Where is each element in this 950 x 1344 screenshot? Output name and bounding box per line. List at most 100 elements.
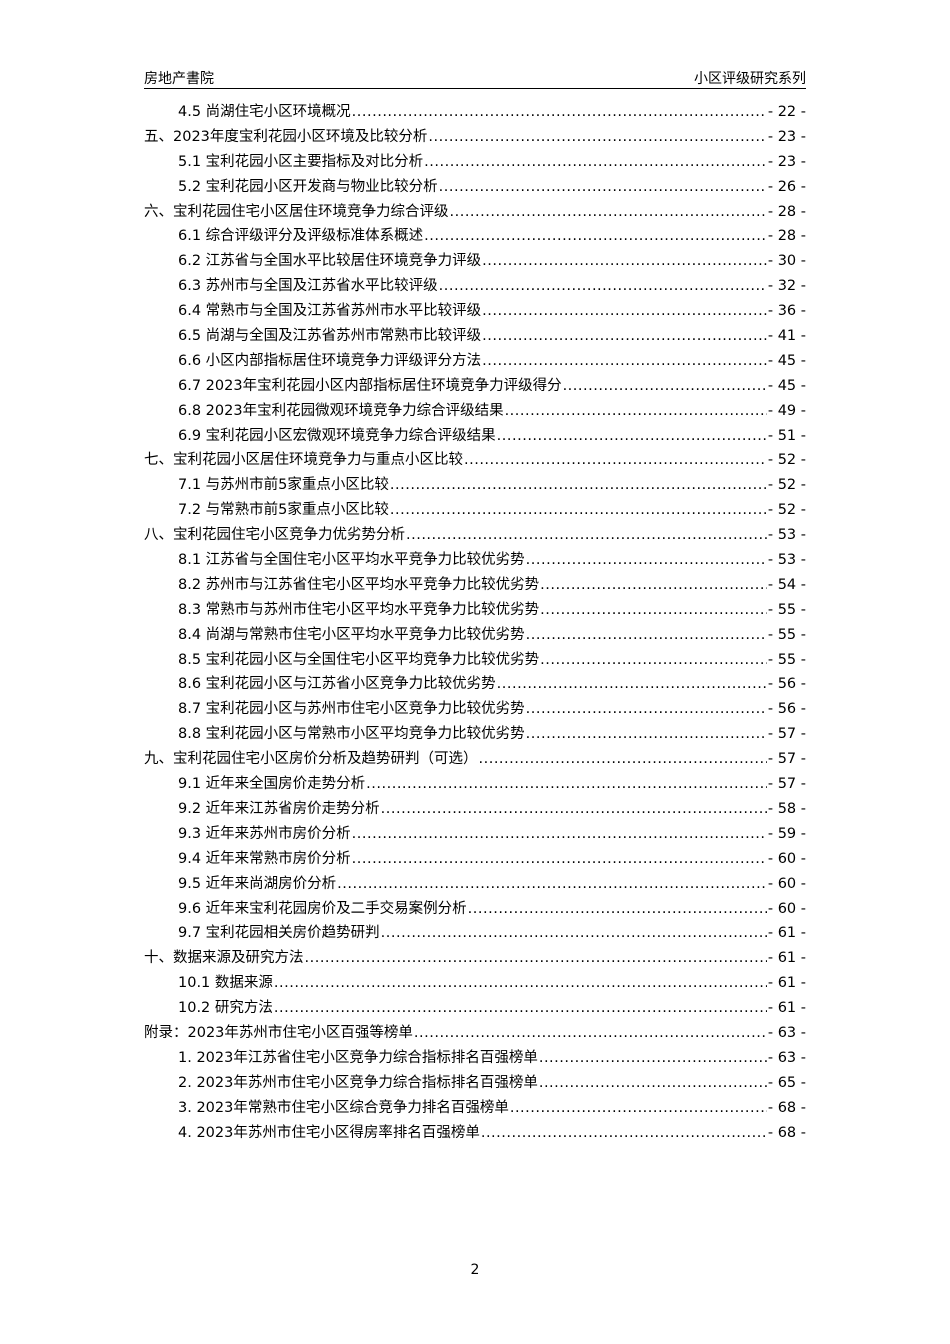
toc-entry[interactable]: 五、2023年度宝利花园小区环境及比较分析 - 23 - <box>144 125 806 150</box>
toc-entry-page: - 63 - <box>767 1024 806 1041</box>
toc-entry-page: - 51 - <box>767 427 806 444</box>
toc-entry-page: - 68 - <box>767 1124 806 1141</box>
toc-entry[interactable]: 8.3 常熟市与苏州市住宅小区平均水平竞争力比较优劣势 - 55 - <box>144 598 806 623</box>
toc-entry-title: 10.2 研究方法 <box>178 1000 273 1017</box>
toc-entry[interactable]: 6.3 苏州市与全国及江苏省水平比较评级 - 32 - <box>144 274 806 299</box>
toc-entry[interactable]: 附录：2023年苏州市住宅小区百强等榜单 - 63 - <box>144 1021 806 1046</box>
header-right: 小区评级研究系列 <box>694 71 806 87</box>
toc-dot-leader <box>539 1046 767 1071</box>
toc-entry[interactable]: 8.7 宝利花园小区与苏州市住宅小区竞争力比较优劣势 - 56 - <box>144 697 806 722</box>
toc-entry-page: - 36 - <box>767 303 806 320</box>
toc-dot-leader <box>563 374 767 399</box>
toc-dot-leader <box>414 1021 767 1046</box>
toc-entry[interactable]: 4. 2023年苏州市住宅小区得房率排名百强榜单 - 68 - <box>144 1121 806 1146</box>
toc-entry[interactable]: 5.1 宝利花园小区主要指标及对比分析 - 23 - <box>144 150 806 175</box>
toc-entry[interactable]: 5.2 宝利花园小区开发商与物业比较分析 - 26 - <box>144 175 806 200</box>
header-left: 房地产書院 <box>144 71 214 87</box>
toc-entry[interactable]: 9.3 近年来苏州市房价分析 - 59 - <box>144 822 806 847</box>
toc-entry-page: - 56 - <box>767 676 806 693</box>
toc-entry[interactable]: 3. 2023年常熟市住宅小区综合竞争力排名百强榜单 - 68 - <box>144 1096 806 1121</box>
toc-dot-leader <box>352 822 767 847</box>
toc-dot-leader <box>439 175 767 200</box>
toc-dot-leader <box>505 399 767 424</box>
toc-entry[interactable]: 9.5 近年来尚湖房价分析 - 60 - <box>144 872 806 897</box>
toc-entry[interactable]: 8.8 宝利花园小区与常熟市小区平均竞争力比较优劣势 - 57 - <box>144 722 806 747</box>
toc-entry-page: - 41 - <box>767 328 806 345</box>
toc-entry-title: 9.7 宝利花园相关房价趋势研判 <box>178 925 380 942</box>
toc-entry-page: - 52 - <box>767 452 806 469</box>
toc-entry[interactable]: 6.1 综合评级评分及评级标准体系概述 - 28 - <box>144 224 806 249</box>
toc-entry-page: - 55 - <box>767 651 806 668</box>
toc-entry[interactable]: 六、宝利花园住宅小区居住环境竞争力综合评级 - 28 - <box>144 200 806 225</box>
toc-entry-title: 八、宝利花园住宅小区竞争力优劣势分析 <box>144 527 405 544</box>
toc-entry-page: - 61 - <box>767 975 806 992</box>
toc-entry-page: - 61 - <box>767 950 806 967</box>
toc-entry[interactable]: 6.7 2023年宝利花园小区内部指标居住环境竞争力评级得分 - 45 - <box>144 374 806 399</box>
toc-entry-page: - 61 - <box>767 1000 806 1017</box>
toc-dot-leader <box>526 697 767 722</box>
toc-entry-title: 8.7 宝利花园小区与苏州市住宅小区竞争力比较优劣势 <box>178 701 525 718</box>
toc-entry-title: 9.3 近年来苏州市房价分析 <box>178 825 351 842</box>
toc-entry-title: 2. 2023年苏州市住宅小区竞争力综合指标排名百强榜单 <box>178 1074 538 1091</box>
toc-entry[interactable]: 6.9 宝利花园小区宏微观环境竞争力综合评级结果 - 51 - <box>144 424 806 449</box>
toc-entry[interactable]: 9.1 近年来全国房价走势分析 - 57 - <box>144 772 806 797</box>
toc-entry-title: 6.5 尚湖与全国及江苏省苏州市常熟市比较评级 <box>178 328 482 345</box>
toc-dot-leader <box>497 424 767 449</box>
toc-entry[interactable]: 6.4 常熟市与全国及江苏省苏州市水平比较评级 - 36 - <box>144 299 806 324</box>
toc-entry[interactable]: 九、宝利花园住宅小区房价分析及趋势研判（可选） - 57 - <box>144 747 806 772</box>
toc-entry[interactable]: 2. 2023年苏州市住宅小区竞争力综合指标排名百强榜单 - 65 - <box>144 1071 806 1096</box>
toc-entry-page: - 57 - <box>767 726 806 743</box>
toc-dot-leader <box>390 498 767 523</box>
toc-entry[interactable]: 9.2 近年来江苏省房价走势分析 - 58 - <box>144 797 806 822</box>
toc-entry-page: - 54 - <box>767 576 806 593</box>
toc-entry[interactable]: 6.6 小区内部指标居住环境竞争力评级评分方法 - 45 - <box>144 349 806 374</box>
toc-entry-title: 6.4 常熟市与全国及江苏省苏州市水平比较评级 <box>178 303 482 320</box>
toc-entry[interactable]: 8.6 宝利花园小区与江苏省小区竞争力比较优劣势 - 56 - <box>144 672 806 697</box>
toc-entry[interactable]: 8.2 苏州市与江苏省住宅小区平均水平竞争力比较优劣势 - 54 - <box>144 573 806 598</box>
toc-entry-page: - 53 - <box>767 552 806 569</box>
toc-entry[interactable]: 6.5 尚湖与全国及江苏省苏州市常熟市比较评级 - 41 - <box>144 324 806 349</box>
toc-entry-title: 3. 2023年常熟市住宅小区综合竞争力排名百强榜单 <box>178 1099 509 1116</box>
toc-dot-leader <box>428 125 766 150</box>
toc-entry[interactable]: 6.2 江苏省与全国水平比较居住环境竞争力评级 - 30 - <box>144 249 806 274</box>
toc-dot-leader <box>305 946 767 971</box>
toc-entry-page: - 61 - <box>767 925 806 942</box>
toc-entry-title: 8.1 江苏省与全国住宅小区平均水平竞争力比较优劣势 <box>178 552 525 569</box>
toc-dot-leader <box>539 1071 767 1096</box>
toc-entry-title: 9.2 近年来江苏省房价走势分析 <box>178 800 380 817</box>
toc-entry-title: 9.1 近年来全国房价走势分析 <box>178 776 366 793</box>
toc-entry[interactable]: 8.1 江苏省与全国住宅小区平均水平竞争力比较优劣势 - 53 - <box>144 548 806 573</box>
toc-entry[interactable]: 7.2 与常熟市前5家重点小区比较 - 52 - <box>144 498 806 523</box>
toc-dot-leader <box>497 672 767 697</box>
toc-entry-page: - 57 - <box>767 776 806 793</box>
toc-entry-title: 4.5 尚湖住宅小区环境概况 <box>178 104 351 120</box>
toc-entry-page: - 23 - <box>767 153 806 170</box>
toc-entry[interactable]: 8.5 宝利花园小区与全国住宅小区平均竞争力比较优劣势 - 55 - <box>144 648 806 673</box>
toc-entry[interactable]: 1. 2023年江苏省住宅小区竞争力综合指标排名百强榜单 - 63 - <box>144 1046 806 1071</box>
toc-entry-title: 十、数据来源及研究方法 <box>144 950 304 967</box>
toc-entry[interactable]: 9.6 近年来宝利花园房价及二手交易案例分析 - 60 - <box>144 897 806 922</box>
toc-entry-title: 6.2 江苏省与全国水平比较居住环境竞争力评级 <box>178 253 482 270</box>
toc-entry-title: 九、宝利花园住宅小区房价分析及趋势研判（可选） <box>144 751 478 768</box>
toc-entry-title: 6.8 2023年宝利花园微观环境竞争力综合评级结果 <box>178 402 504 419</box>
toc-entry-page: - 49 - <box>767 402 806 419</box>
toc-entry-title: 附录：2023年苏州市住宅小区百强等榜单 <box>144 1024 413 1041</box>
toc-entry-page: - 32 - <box>767 278 806 295</box>
toc-entry[interactable]: 7.1 与苏州市前5家重点小区比较 - 52 - <box>144 473 806 498</box>
toc-entry[interactable]: 8.4 尚湖与常熟市住宅小区平均水平竞争力比较优劣势 - 55 - <box>144 623 806 648</box>
toc-entry-title: 1. 2023年江苏省住宅小区竞争力综合指标排名百强榜单 <box>178 1049 538 1066</box>
toc-entry[interactable]: 十、数据来源及研究方法 - 61 - <box>144 946 806 971</box>
toc-entry[interactable]: 10.1 数据来源 - 61 - <box>144 971 806 996</box>
toc-entry[interactable]: 八、宝利花园住宅小区竞争力优劣势分析 - 53 - <box>144 523 806 548</box>
toc-dot-leader <box>274 996 767 1021</box>
toc-entry[interactable]: 9.4 近年来常熟市房价分析 - 60 - <box>144 847 806 872</box>
toc-entry[interactable]: 6.8 2023年宝利花园微观环境竞争力综合评级结果 - 49 - <box>144 399 806 424</box>
toc-entry-title: 五、2023年度宝利花园小区环境及比较分析 <box>144 128 428 145</box>
toc-entry-title: 七、宝利花园小区居住环境竞争力与重点小区比较 <box>144 452 463 469</box>
toc-entry[interactable]: 4.5 尚湖住宅小区环境概况 - 22 - <box>144 100 806 125</box>
toc-entry[interactable]: 七、宝利花园小区居住环境竞争力与重点小区比较 - 52 - <box>144 448 806 473</box>
toc-dot-leader <box>526 548 767 573</box>
toc-entry[interactable]: 10.2 研究方法 - 61 - <box>144 996 806 1021</box>
toc-entry-page: - 55 - <box>767 626 806 643</box>
toc-entry[interactable]: 9.7 宝利花园相关房价趋势研判 - 61 - <box>144 921 806 946</box>
